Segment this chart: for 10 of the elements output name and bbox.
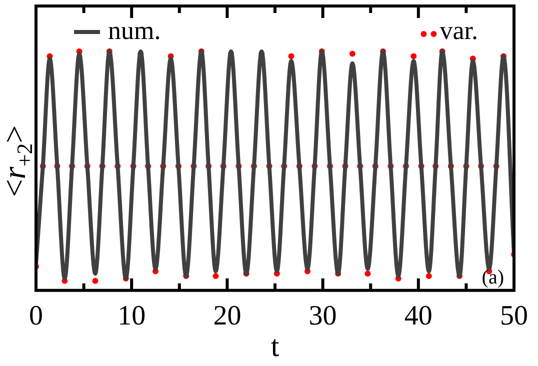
x-tick-label: 10 — [118, 300, 146, 332]
annotation: (a) — [482, 266, 504, 289]
x-tick-label: 50 — [500, 300, 528, 332]
x-tick-label: 0 — [29, 300, 43, 332]
x-axis-title: t — [270, 330, 280, 363]
x-tick-label: 30 — [308, 300, 337, 332]
x-tick-label: 20 — [213, 300, 242, 332]
legend-label: num. — [108, 16, 161, 45]
legend-label: var. — [440, 16, 478, 45]
x-tick-label: 40 — [404, 300, 432, 332]
